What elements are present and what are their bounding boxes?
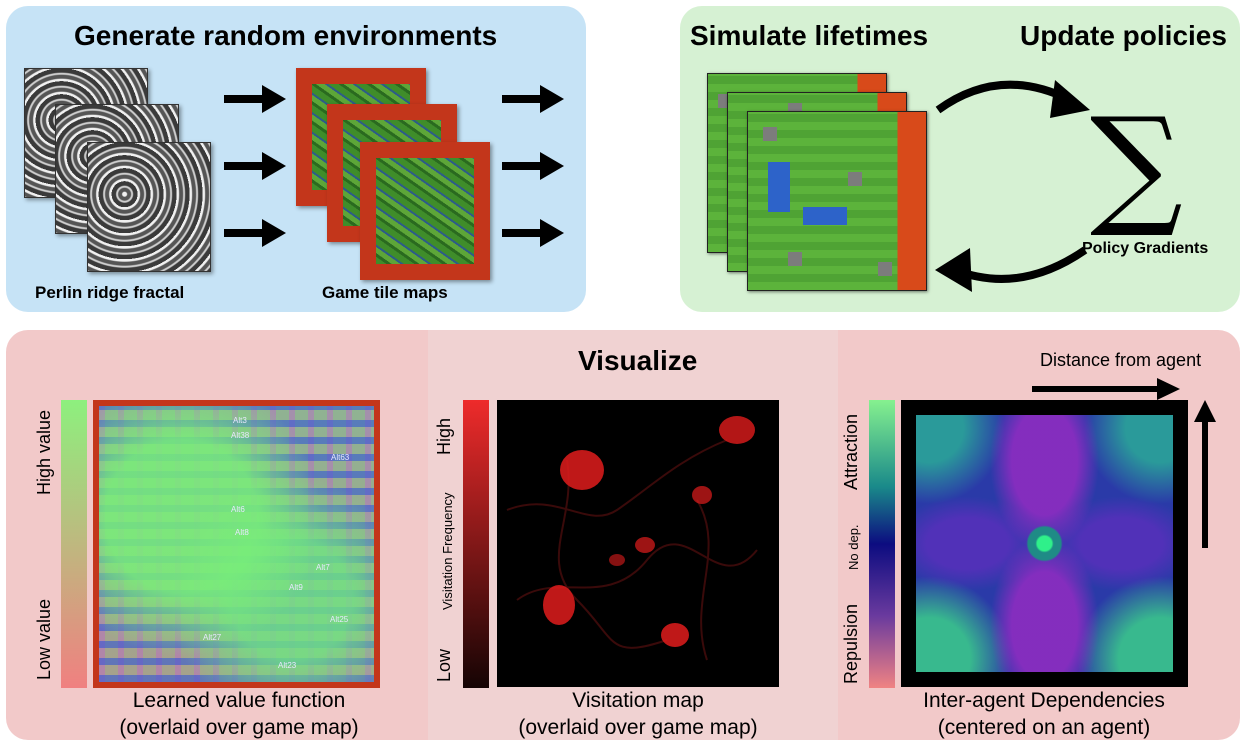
dependency-map — [901, 400, 1188, 687]
agent-label-5: Alt7 — [316, 563, 330, 572]
value-colorbar — [61, 400, 87, 688]
dependency-map-caption: Inter-agent Dependencies (centered on an… — [898, 687, 1190, 741]
distance-label: Distance from agent — [1040, 350, 1202, 370]
agent-label-0: Alt3 — [233, 416, 247, 425]
visitation-caption-line2: (overlaid over game map) — [518, 716, 758, 739]
visitation-colorbar — [463, 400, 489, 688]
game-tile-map-3 — [360, 142, 490, 280]
agent-label-7: Alt27 — [203, 633, 222, 642]
agent-label-2: Alt8 — [235, 528, 249, 537]
agent-label-3: Alt6 — [231, 505, 245, 514]
visitation-map-caption: Visitation map (overlaid over game map) — [496, 687, 780, 741]
simulate-title: Simulate lifetimes — [690, 20, 929, 51]
distance-arrow-horizontal — [1032, 378, 1180, 400]
agent-label-8: Alt23 — [278, 661, 297, 670]
arrows-to-game-maps — [224, 85, 286, 247]
dependency-caption-line2: (centered on an agent) — [937, 716, 1151, 739]
update-title: Update policies — [1020, 20, 1227, 51]
value-caption-line1: Learned value function — [132, 689, 346, 712]
simulation-map-3 — [747, 111, 927, 291]
visitation-axis-label: Visitation Frequency — [440, 492, 455, 610]
arrow-to-policy-update — [935, 80, 1090, 118]
visitation-high-label: High — [434, 417, 454, 455]
visitation-caption-line1: Visitation map — [572, 689, 704, 712]
arrows-to-simulation — [502, 85, 564, 247]
generate-title: Generate random environments — [74, 20, 498, 51]
perlin-caption: Perlin ridge fractal — [35, 283, 185, 302]
agent-label-4: Alt63 — [331, 453, 350, 462]
sigma-icon: ∑ — [1090, 89, 1183, 241]
arrow-back-to-simulation — [935, 246, 1088, 292]
high-value-label: High value — [34, 409, 54, 495]
distance-arrow-vertical — [1194, 400, 1216, 548]
visitation-low-label: Low — [434, 648, 454, 682]
value-map: Alt38 Alt3 Alt63 Alt6 Alt8 Alt7 Alt9 Alt… — [93, 400, 380, 688]
value-map-caption: Learned value function (overlaid over ga… — [94, 687, 384, 741]
agent-label-6: Alt9 — [289, 583, 303, 592]
no-dependency-label: No dep. — [846, 524, 861, 570]
agent-label-9: Alt25 — [330, 615, 349, 624]
agent-label-1: Alt38 — [231, 431, 250, 440]
visualize-title: Visualize — [578, 345, 698, 376]
dependency-caption-line1: Inter-agent Dependencies — [923, 689, 1165, 712]
visitation-map — [497, 400, 779, 687]
value-agent-labels: Alt38 Alt3 Alt63 Alt6 Alt8 Alt7 Alt9 Alt… — [203, 416, 350, 670]
perlin-fractal-tile-3 — [87, 142, 211, 272]
game-tile-caption: Game tile maps — [322, 283, 448, 302]
repulsion-label: Repulsion — [841, 603, 861, 684]
dependency-colorbar — [869, 400, 895, 688]
value-caption-line2: (overlaid over game map) — [119, 716, 359, 739]
attraction-label: Attraction — [841, 413, 861, 490]
low-value-label: Low value — [34, 598, 54, 680]
policy-gradients-caption: Policy Gradients — [1082, 240, 1209, 257]
